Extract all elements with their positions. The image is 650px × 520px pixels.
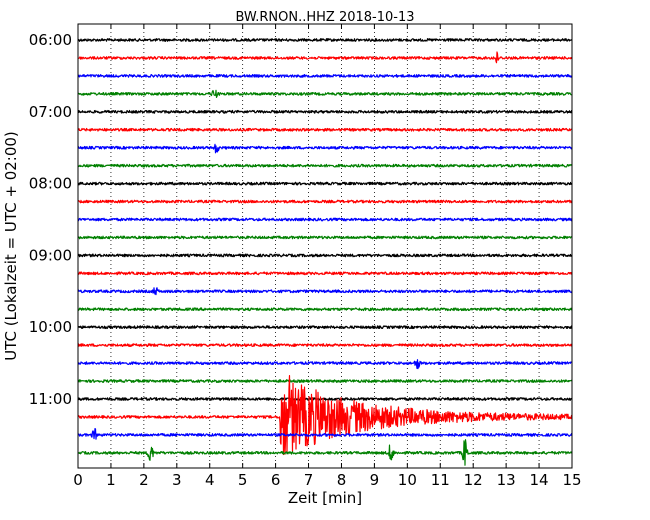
y-tick-label: 11:00	[29, 390, 72, 408]
trace-15	[77, 307, 573, 312]
trace-7	[77, 163, 573, 168]
y-axis-label: UTC (Lokalzeit = UTC + 02:00)	[2, 131, 20, 361]
trace-0	[77, 38, 573, 42]
trace-18	[77, 359, 573, 370]
seismogram-traces	[77, 38, 573, 466]
y-tick-label: 10:00	[29, 318, 72, 336]
x-tick-label: 7	[304, 471, 314, 489]
y-tick-label: 08:00	[29, 175, 72, 193]
trace-22	[77, 428, 573, 440]
x-tick-label: 12	[464, 471, 483, 489]
trace-12	[77, 253, 573, 258]
trace-16	[77, 325, 573, 330]
trace-20	[77, 397, 573, 401]
plot-frame	[77, 23, 573, 469]
x-tick-label: 5	[238, 471, 248, 489]
trace-17	[77, 343, 573, 347]
y-tick-label: 09:00	[29, 246, 72, 264]
trace-14	[77, 287, 573, 296]
trace-3	[77, 89, 573, 98]
chart-title: BW.RNON..HHZ 2018-10-13	[235, 10, 414, 25]
trace-1	[77, 51, 573, 64]
trace-6	[77, 143, 573, 154]
trace-11	[77, 235, 573, 240]
x-tick-labels: 0 1 2 3 4 5 6 7 8 9 10 11 12 13 14 15	[73, 471, 581, 489]
trace-13	[77, 271, 573, 276]
trace-21	[77, 375, 573, 456]
x-tick-label: 2	[139, 471, 149, 489]
x-axis-label: Zeit [min]	[288, 489, 362, 507]
y-tick-labels: 06:00 07:00 08:00 09:00 10:00 11:00	[29, 31, 72, 408]
axis-ticks	[77, 24, 573, 468]
trace-9	[77, 199, 573, 204]
trace-2	[77, 74, 573, 78]
trace-23	[77, 439, 573, 466]
trace-5	[77, 127, 573, 132]
x-tick-label: 9	[370, 471, 380, 489]
x-tick-label: 1	[106, 471, 116, 489]
x-tick-label: 10	[398, 471, 417, 489]
x-tick-label: 3	[172, 471, 182, 489]
x-tick-label: 4	[205, 471, 215, 489]
y-tick-label: 06:00	[29, 31, 72, 49]
trace-4	[77, 109, 573, 114]
x-tick-label: 6	[271, 471, 281, 489]
x-tick-label: 0	[73, 471, 83, 489]
trace-8	[77, 181, 573, 186]
x-tick-label: 13	[497, 471, 516, 489]
y-tick-label: 07:00	[29, 103, 72, 121]
x-tick-label: 14	[530, 471, 549, 489]
trace-10	[77, 217, 573, 222]
x-tick-label: 8	[337, 471, 347, 489]
trace-19	[77, 379, 573, 383]
x-tick-label: 11	[431, 471, 450, 489]
x-tick-label: 15	[562, 471, 581, 489]
